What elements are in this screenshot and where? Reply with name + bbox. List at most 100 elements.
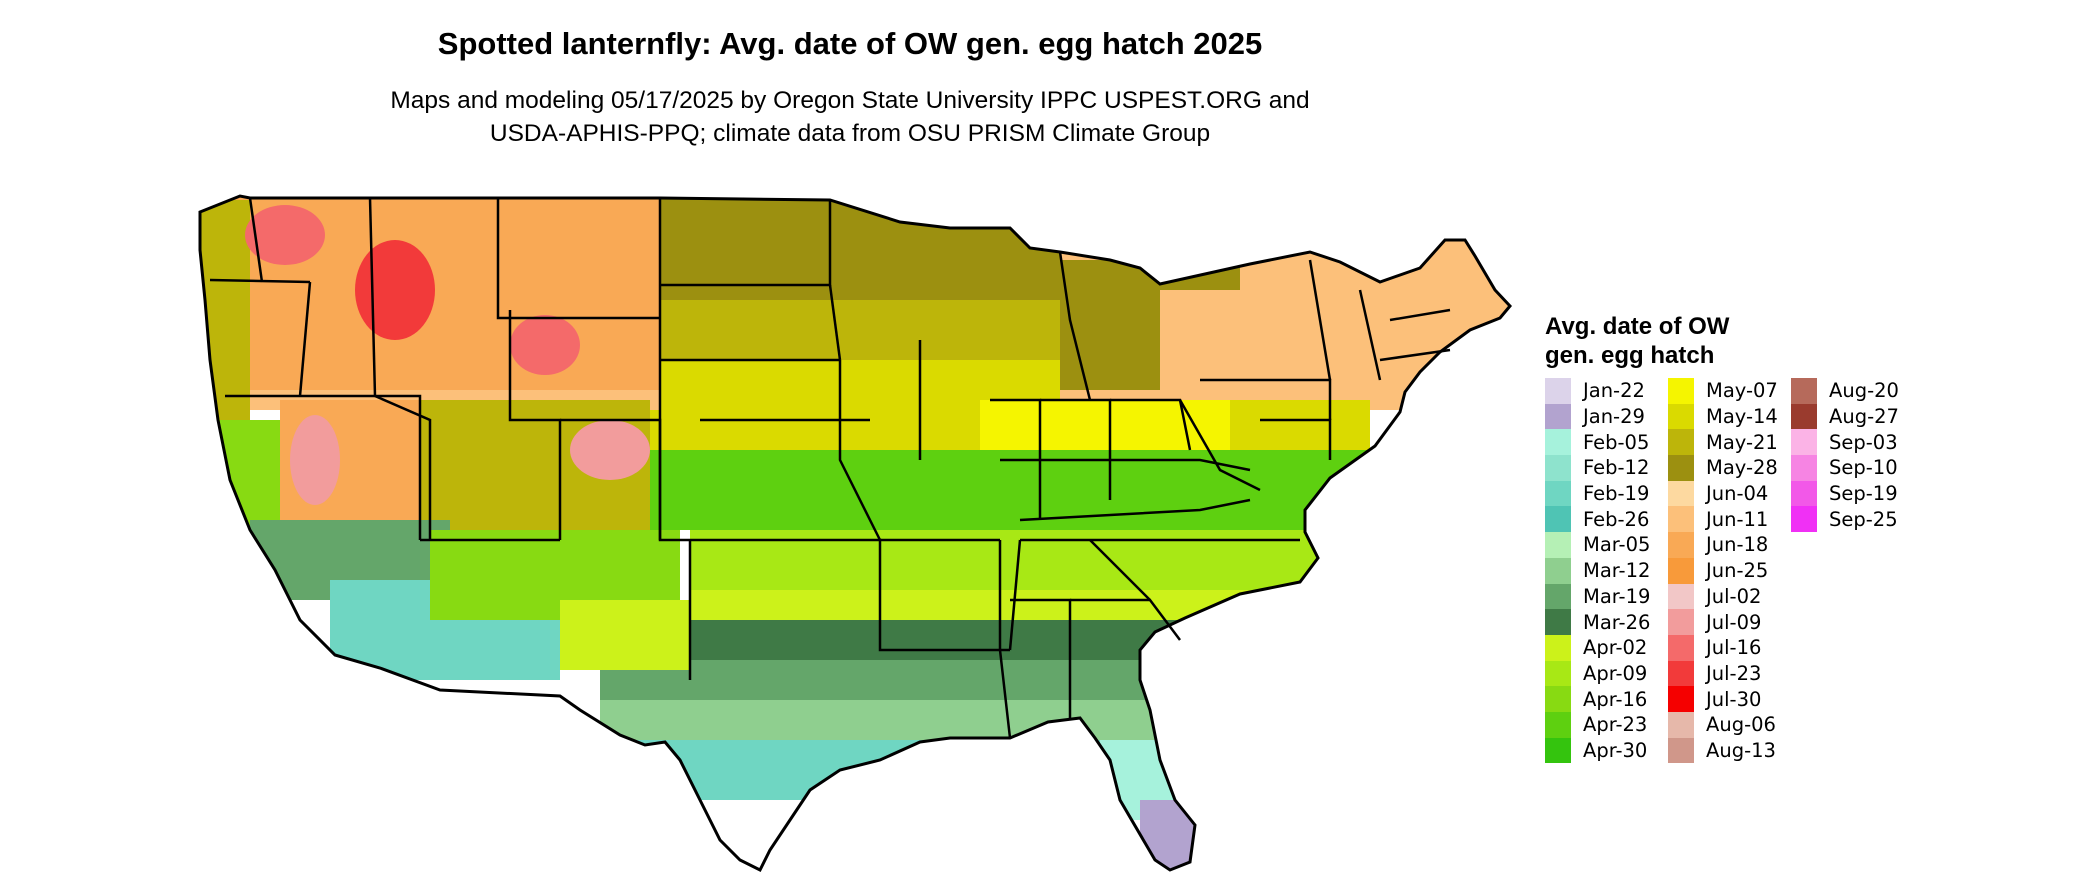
legend-label: Feb-12 (1583, 456, 1650, 480)
legend-swatch (1668, 506, 1694, 533)
legend-label: Mar-26 (1583, 610, 1651, 634)
legend-item: Apr-23 (1545, 711, 1668, 738)
legend-item: May-14 (1668, 403, 1791, 430)
legend-swatch (1668, 532, 1694, 558)
legend-item: Mar-26 (1545, 609, 1668, 635)
legend-label: Sep-03 (1829, 430, 1898, 454)
legend-swatch (1668, 583, 1694, 610)
legend-swatch (1791, 480, 1817, 507)
legend-item: Apr-30 (1545, 737, 1668, 764)
legend-label: Jul-30 (1706, 687, 1762, 711)
legend-swatch (1545, 480, 1571, 507)
legend-column: Aug-20 Aug-27 Sep-03 Sep-10 Sep-19 Sep-25 (1791, 378, 1914, 763)
legend-label: May-21 (1706, 430, 1778, 454)
legend-label: Sep-19 (1829, 482, 1898, 506)
legend-item: Sep-19 (1791, 480, 1914, 507)
legend-label: Jul-09 (1706, 610, 1762, 634)
legend-item: Jun-25 (1668, 557, 1791, 584)
legend-swatch (1545, 737, 1571, 764)
legend-item: Apr-16 (1545, 686, 1668, 712)
legend-label: Apr-23 (1583, 713, 1648, 737)
legend-swatch (1545, 557, 1571, 584)
legend-item: Mar-05 (1545, 532, 1668, 558)
legend-swatch (1791, 455, 1817, 481)
legend-column: Jan-22 Jan-29 Feb-05 Feb-12 Feb-19 Feb-26 Mar-… (1545, 378, 1668, 764)
legend-swatch (1791, 378, 1817, 404)
legend-label: Jun-04 (1706, 482, 1769, 506)
legend-item: Mar-12 (1545, 557, 1668, 584)
legend-label: Feb-19 (1583, 482, 1650, 506)
legend-item: Jul-30 (1668, 686, 1791, 712)
legend-swatch (1545, 429, 1571, 456)
legend: Avg. date of OW gen. egg hatch Jan-22 Jan… (1545, 312, 1914, 764)
legend-label: Jun-18 (1706, 533, 1769, 557)
legend-label: Jan-29 (1583, 405, 1645, 429)
legend-swatch (1668, 455, 1694, 481)
legend-swatch (1668, 737, 1694, 764)
legend-label: Jul-16 (1706, 636, 1762, 660)
legend-item: Aug-27 (1791, 403, 1914, 430)
legend-swatch (1545, 634, 1571, 661)
legend-item: Mar-19 (1545, 583, 1668, 610)
subtitle-line-2: USDA-APHIS-PPQ; climate data from OSU PR… (489, 120, 1211, 147)
legend-label: Jul-23 (1706, 661, 1762, 685)
legend-swatch (1545, 455, 1571, 481)
legend-swatch (1668, 480, 1694, 507)
legend-item: Jun-11 (1668, 506, 1791, 533)
legend-swatch (1545, 506, 1571, 533)
legend-label: Apr-09 (1583, 661, 1648, 685)
legend-label: Apr-30 (1583, 738, 1648, 762)
legend-item: Sep-03 (1791, 429, 1914, 456)
legend-swatch (1668, 378, 1694, 404)
legend-item: Feb-05 (1545, 429, 1668, 456)
legend-item: Feb-12 (1545, 455, 1668, 481)
map-title: Spotted lanternfly: Avg. date of OW gen.… (437, 26, 1263, 61)
legend-item: Feb-19 (1545, 480, 1668, 507)
legend-item: Jan-22 (1545, 378, 1668, 404)
state-borders (209, 197, 1451, 739)
legend-label: Jun-11 (1706, 507, 1769, 531)
legend-item: Aug-13 (1668, 737, 1791, 764)
us-outline (198, 194, 1513, 873)
legend-swatch (1668, 557, 1694, 584)
map-subtitle: Maps and modeling 05/17/2025 by Oregon S… (0, 84, 1700, 150)
legend-label: Aug-20 (1829, 379, 1899, 403)
legend-item: Sep-10 (1791, 455, 1914, 481)
legend-swatch (1791, 429, 1817, 456)
legend-label: Aug-13 (1706, 738, 1776, 762)
legend-item: Jul-09 (1668, 609, 1791, 635)
subtitle-line-1: Maps and modeling 05/17/2025 by Oregon S… (390, 87, 1310, 114)
legend-item: Aug-06 (1668, 711, 1791, 738)
legend-swatch (1545, 609, 1571, 635)
legend-swatch (1791, 506, 1817, 533)
legend-swatch (1545, 532, 1571, 558)
legend-label: Mar-12 (1583, 559, 1651, 583)
legend-label: Jan-22 (1583, 379, 1645, 403)
legend-label: Sep-25 (1829, 507, 1898, 531)
legend-swatch (1545, 378, 1571, 404)
legend-swatch (1545, 403, 1571, 430)
legend-label: Feb-26 (1583, 507, 1650, 531)
legend-label: Jun-25 (1706, 559, 1769, 583)
legend-title-line-2: gen. egg hatch (1545, 342, 1715, 369)
legend-label: May-14 (1706, 405, 1778, 429)
legend-item: Sep-25 (1791, 506, 1914, 533)
legend-label: Apr-16 (1583, 687, 1648, 711)
legend-item: Apr-09 (1545, 660, 1668, 687)
legend-swatch (1668, 609, 1694, 635)
legend-label: Sep-10 (1829, 456, 1898, 480)
legend-swatch (1668, 429, 1694, 456)
legend-swatch (1545, 686, 1571, 712)
legend-label: Mar-05 (1583, 533, 1651, 557)
legend-item: Apr-02 (1545, 634, 1668, 661)
legend-label: Feb-05 (1583, 430, 1650, 454)
legend-item: Feb-26 (1545, 506, 1668, 533)
legend-label: Apr-02 (1583, 636, 1648, 660)
legend-swatch (1668, 660, 1694, 687)
legend-label: Aug-06 (1706, 713, 1776, 737)
legend-item: Jul-02 (1668, 583, 1791, 610)
legend-item: May-21 (1668, 429, 1791, 456)
legend-item: May-07 (1668, 378, 1791, 404)
legend-item: Jul-23 (1668, 660, 1791, 687)
